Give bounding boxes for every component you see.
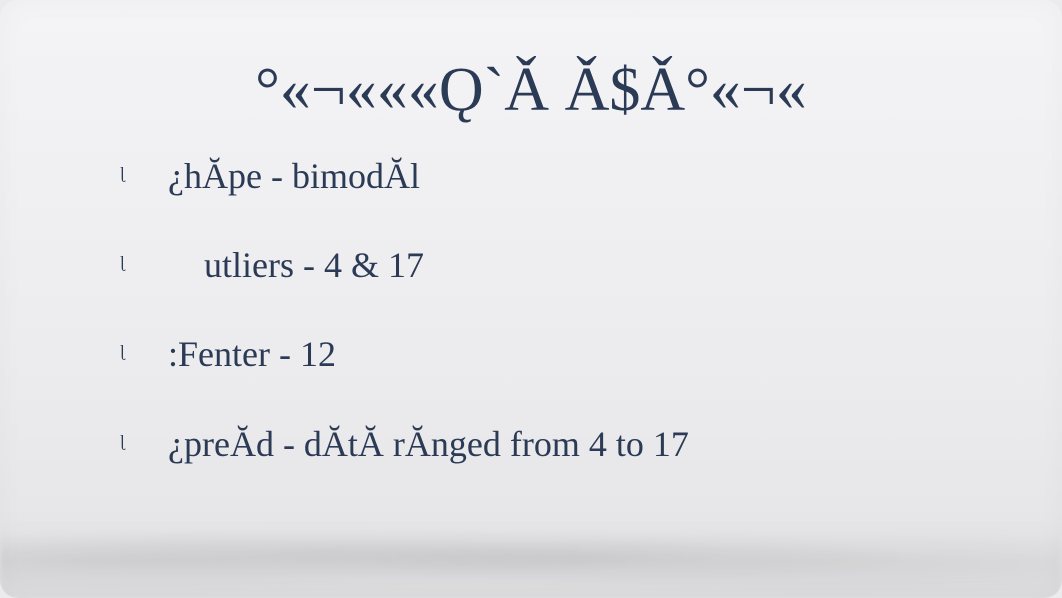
slide: °«¬«««Ǫ`Ǎ Ǎ$Ǎ°«¬« ᶩ ¿hĂpe - bimodĂl ᶩ ut… (0, 0, 1062, 598)
list-item: ᶩ utliers - 4 & 17 (120, 244, 1022, 287)
list-item: ᶩ :Fenter - 12 (120, 333, 1022, 376)
slide-title: °«¬«««Ǫ`Ǎ Ǎ$Ǎ°«¬« (0, 55, 1062, 126)
list-item: ᶩ ¿hĂpe - bimodĂl (120, 155, 1022, 198)
bullet-list: ᶩ ¿hĂpe - bimodĂl ᶩ utliers - 4 & 17 ᶩ :… (120, 155, 1022, 512)
list-item: ᶩ ¿preĂd - dĂtĂ rĂnged from 4 to 17 (120, 423, 1022, 466)
bullet-icon: ᶩ (120, 155, 168, 195)
bullet-text: utliers - 4 & 17 (168, 244, 1022, 287)
bullet-text: ¿preĂd - dĂtĂ rĂnged from 4 to 17 (168, 423, 1022, 466)
bullet-icon: ᶩ (120, 244, 168, 284)
bullet-icon: ᶩ (120, 333, 168, 373)
bottom-texture (0, 508, 1062, 598)
bullet-text: ¿hĂpe - bimodĂl (168, 155, 1022, 198)
bullet-icon: ᶩ (120, 423, 168, 463)
bullet-text: :Fenter - 12 (168, 333, 1022, 376)
